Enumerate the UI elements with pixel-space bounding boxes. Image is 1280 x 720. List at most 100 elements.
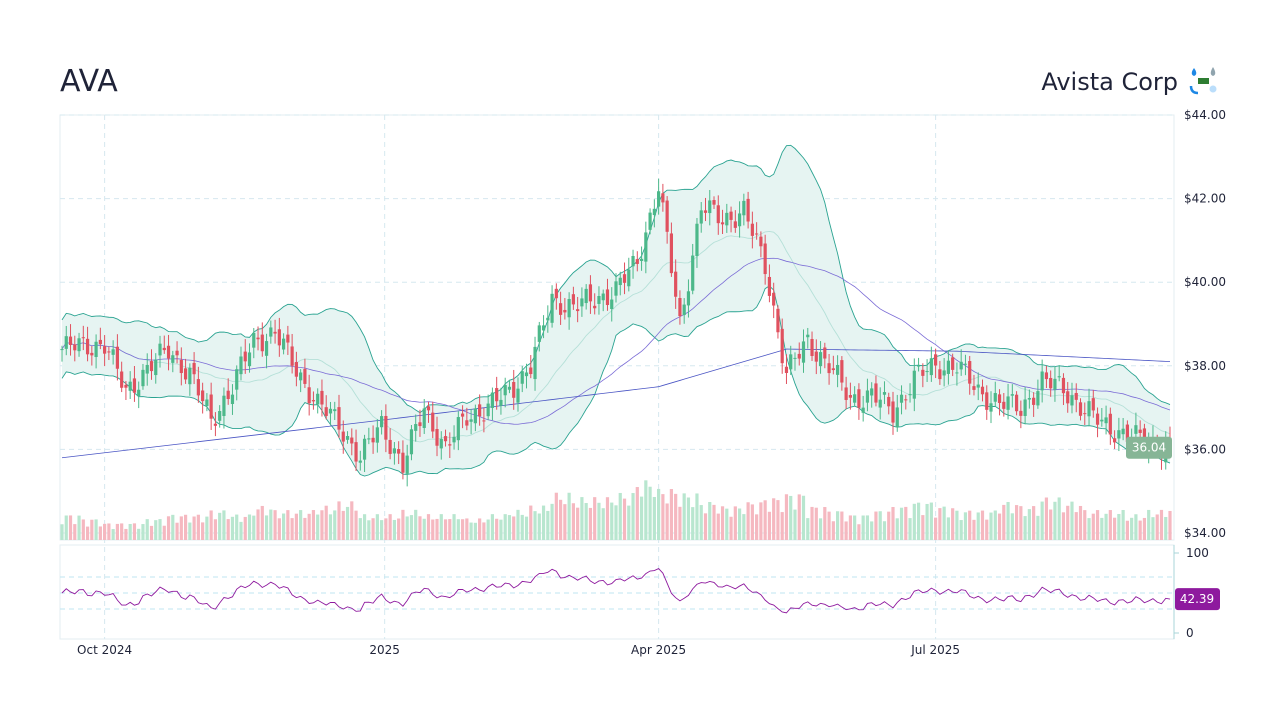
candle: [985, 385, 989, 420]
volume-bar: [512, 516, 516, 540]
volume-bar: [823, 507, 827, 540]
volume-bar: [644, 480, 648, 540]
candle: [362, 434, 367, 473]
candle-body: [397, 449, 401, 454]
candle: [865, 378, 870, 412]
candle: [767, 264, 772, 303]
candle-body: [729, 211, 733, 220]
volume-bar: [674, 493, 678, 540]
candle-body: [720, 222, 725, 225]
candle-body: [132, 378, 137, 393]
volume-bar: [499, 519, 503, 540]
volume-bar: [772, 498, 776, 540]
candle-body: [252, 332, 256, 348]
candle: [1010, 384, 1014, 408]
candle: [537, 321, 541, 352]
candle-body: [737, 213, 742, 227]
candle-body: [601, 293, 605, 301]
candle-body: [712, 200, 716, 205]
candle: [546, 305, 550, 333]
candle-body: [985, 392, 989, 410]
candle-body: [209, 394, 213, 419]
volume-bar: [188, 522, 192, 540]
candle-body: [392, 448, 396, 454]
volume-bar: [1014, 505, 1019, 540]
candle-body: [282, 338, 286, 350]
candle-body: [226, 390, 230, 400]
volume-bar: [635, 487, 639, 540]
candle-body: [682, 304, 686, 316]
candle-body: [1138, 429, 1142, 433]
volume-bar: [367, 520, 371, 540]
candle-body: [452, 436, 456, 443]
candle: [823, 342, 827, 369]
volume-bar: [247, 514, 252, 540]
candle-body: [1006, 396, 1010, 410]
volume-bar: [443, 519, 448, 540]
candle-body: [665, 200, 669, 232]
x-tick-label: Apr 2025: [631, 643, 686, 657]
candle: [337, 394, 341, 439]
candle-body: [703, 210, 708, 213]
rsi-line: [61, 568, 1171, 614]
candle: [166, 334, 171, 371]
candle: [448, 432, 452, 459]
candle: [222, 387, 226, 429]
candle-body: [818, 352, 823, 367]
candle: [712, 196, 716, 209]
candle: [853, 386, 857, 407]
volume-bar: [137, 528, 141, 540]
candle-body: [1040, 371, 1044, 391]
candle: [132, 366, 137, 402]
volume-bar: [959, 520, 963, 540]
candle-body: [175, 350, 179, 356]
candle-body: [699, 210, 703, 224]
candle-body: [375, 427, 379, 443]
candle: [107, 346, 111, 361]
candle-body: [563, 309, 567, 313]
volume-bar: [503, 514, 507, 540]
candle: [145, 353, 149, 386]
volume-bar: [235, 514, 239, 540]
candle-body: [772, 292, 776, 306]
volume-bar: [968, 510, 972, 540]
volume-bar: [618, 492, 622, 540]
volume-bar: [550, 503, 554, 540]
candle: [793, 352, 797, 371]
volume-bar: [1053, 501, 1057, 540]
candle: [115, 334, 119, 381]
volume-bar: [277, 518, 281, 540]
candle: [955, 362, 959, 386]
candle: [422, 399, 426, 434]
candle: [183, 358, 188, 384]
volume-bar: [755, 514, 759, 540]
candle: [652, 199, 656, 228]
candle: [218, 405, 222, 428]
candle-body: [605, 289, 610, 306]
volume-bar: [380, 520, 384, 540]
candle: [158, 335, 162, 368]
candle-body: [1044, 372, 1049, 380]
candle: [426, 401, 431, 423]
volume-bar: [103, 523, 107, 540]
candle-body: [260, 334, 264, 352]
candle: [699, 202, 703, 233]
candle: [418, 409, 422, 437]
volume-bar: [576, 507, 580, 540]
volume-bar: [1006, 501, 1010, 540]
candle: [226, 378, 230, 405]
candle-body: [627, 269, 631, 287]
candle-body: [473, 408, 477, 424]
candle-body: [196, 379, 200, 396]
candle: [831, 355, 835, 375]
candle-body: [1027, 398, 1031, 400]
candle: [904, 394, 908, 410]
volume-bar: [397, 518, 401, 540]
candle: [1095, 407, 1100, 438]
volume-bar: [1151, 517, 1155, 540]
candle: [1002, 393, 1006, 417]
volume-bar: [733, 506, 737, 540]
candle: [307, 374, 311, 416]
candle-body: [520, 371, 524, 384]
